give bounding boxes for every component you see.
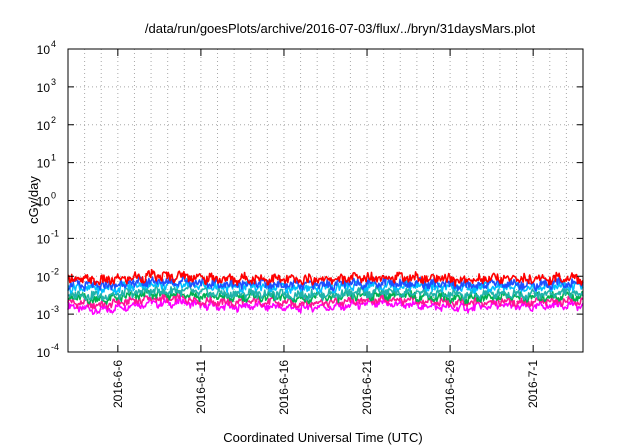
y-tick-exponent: -1: [51, 228, 59, 238]
chart-title: /data/run/goesPlots/archive/2016-07-03/f…: [145, 21, 536, 36]
x-tick-label: 2016-7-1: [526, 360, 540, 408]
y-tick-exponent: -2: [51, 266, 59, 276]
y-tick-label: 10: [37, 119, 51, 133]
series-line: [67, 278, 584, 295]
x-axis-label: Coordinated Universal Time (UTC): [223, 430, 422, 445]
x-tick-label: 2016-6-11: [194, 360, 208, 414]
x-tick-label: 2016-6-16: [277, 360, 291, 415]
y-tick-label: 10: [37, 308, 51, 322]
series-line: [67, 296, 584, 315]
y-tick-exponent: 4: [51, 39, 56, 49]
x-tick-label: 2016-6-21: [360, 360, 374, 415]
y-tick-label: 10: [37, 270, 51, 284]
y-tick-exponent: -4: [51, 342, 59, 352]
y-tick-label: 10: [37, 81, 51, 95]
series-line: [67, 275, 584, 292]
x-tick-label: 2016-6-26: [443, 360, 457, 415]
series-line: [67, 284, 584, 302]
y-tick-exponent: 0: [51, 191, 56, 201]
y-tick-exponent: 2: [51, 115, 56, 125]
y-tick-label: 10: [37, 157, 51, 171]
series-layer: [67, 268, 584, 315]
y-tick-label: 10: [37, 195, 51, 209]
y-tick-exponent: 3: [51, 77, 56, 87]
series-line: [67, 268, 584, 287]
y-tick-label: 10: [37, 43, 51, 57]
y-axis-label: cGy/day: [26, 176, 41, 224]
y-tick-label: 10: [37, 232, 51, 246]
y-tick-label: 10: [37, 346, 51, 360]
y-tick-exponent: 1: [51, 153, 56, 163]
x-tick-label: 2016-6-6: [111, 360, 125, 408]
y-tick-exponent: -3: [51, 304, 59, 314]
